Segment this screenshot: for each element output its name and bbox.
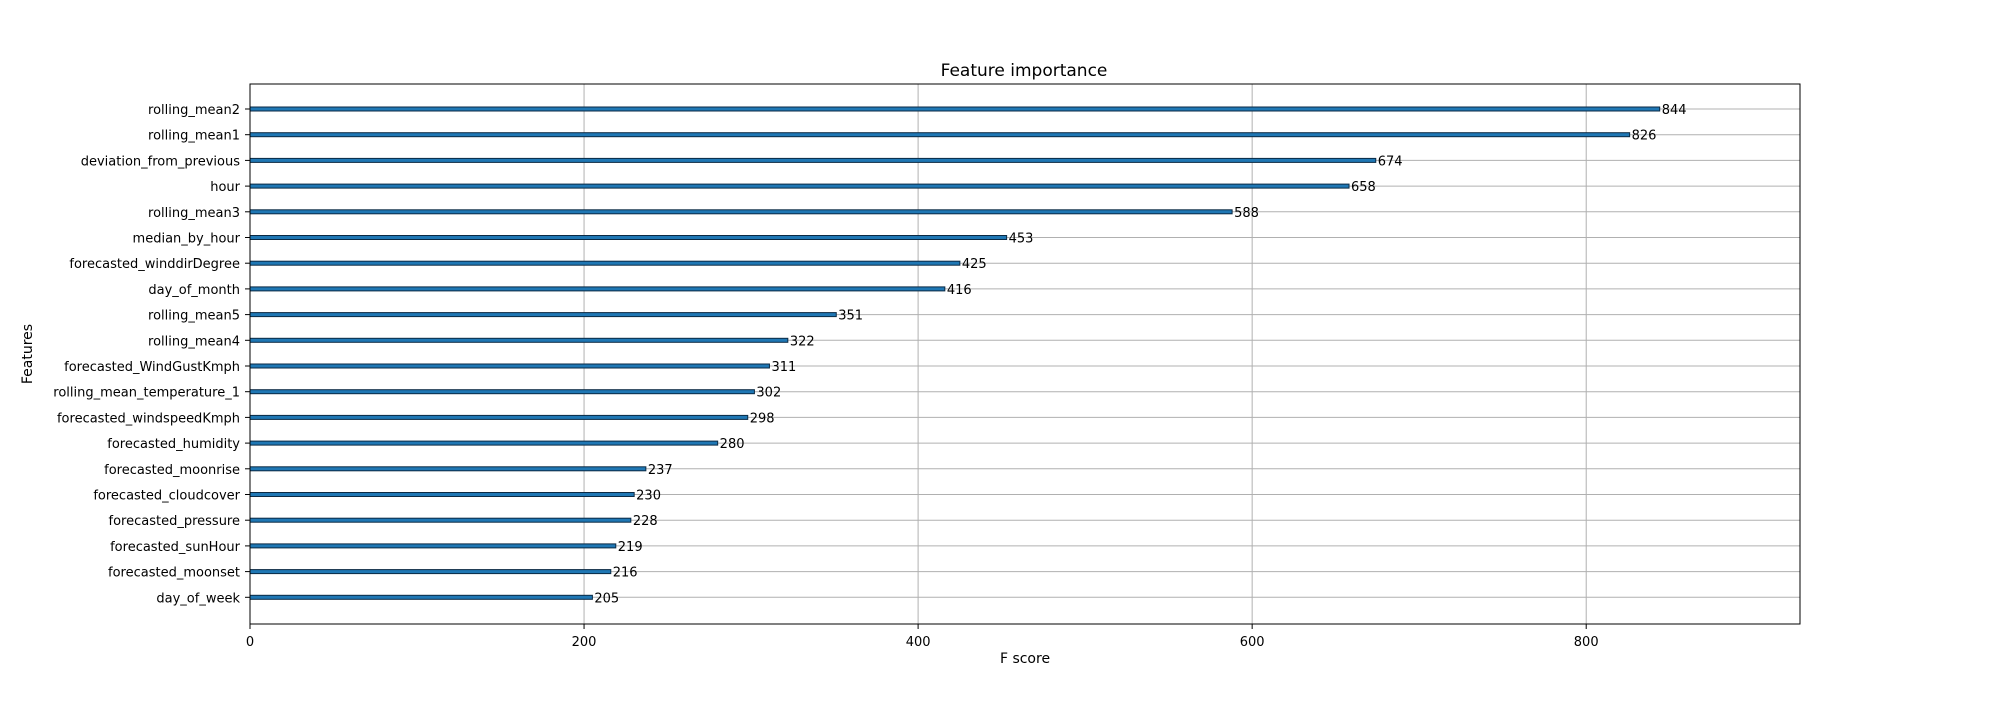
bar-rolling_mean1: [249, 132, 1631, 138]
y-tick-label: rolling_mean1: [148, 129, 240, 144]
bar-value-label: 416: [947, 283, 972, 298]
bar-forecasted_windspeedKmph: [249, 414, 749, 420]
x-axis-label: F score: [1000, 651, 1050, 667]
bar-median_by_hour: [249, 235, 1008, 240]
bar-rolling_mean5: [249, 312, 837, 318]
bar-value-label: 311: [771, 360, 796, 375]
x-tick-label: 200: [572, 635, 597, 650]
y-tick-labels: rolling_mean2 rolling_mean1 deviation_from…: [53, 103, 250, 606]
y-tick-label: forecasted_pressure: [109, 514, 240, 529]
bar-value-label: 205: [594, 591, 619, 606]
bar-rolling_mean2: [249, 106, 1661, 112]
bar-value-label: 302: [756, 386, 781, 401]
y-tick-label: deviation_from_previous: [81, 154, 240, 169]
bar-value-label: 351: [838, 309, 863, 324]
x-tick-label: 0: [246, 635, 254, 650]
y-tick-label: forecasted_winddirDegree: [69, 257, 240, 272]
y-tick-label: forecasted_humidity: [107, 437, 240, 452]
y-tick-label: forecasted_WindGustKmph: [64, 360, 240, 375]
bar-rolling_mean3: [249, 209, 1233, 215]
y-tick-label: forecasted_cloudcover: [93, 489, 240, 504]
y-tick-label: forecasted_moonrise: [104, 463, 240, 478]
bar-forecasted_cloudcover: [249, 492, 635, 497]
bar-forecasted_humidity: [249, 440, 719, 446]
y-tick-label: rolling_mean2: [148, 103, 240, 118]
y-tick-label: median_by_hour: [133, 232, 241, 247]
bar-value-label: 298: [750, 411, 775, 426]
bar-value-label: 322: [790, 334, 815, 349]
plot-frame: [249, 83, 1801, 625]
bar-value-label: 425: [962, 257, 987, 272]
y-tick-label: rolling_mean5: [148, 309, 240, 324]
bar-day_of_month: [249, 286, 946, 292]
bar-value-label: 674: [1378, 154, 1403, 169]
bar-forecasted_moonset: [249, 569, 612, 575]
bar-value-label: 219: [618, 540, 643, 555]
y-axis-label: Features: [20, 324, 36, 384]
grid-lines: [250, 84, 1800, 624]
y-tick-label: forecasted_sunHour: [110, 540, 241, 555]
y-tick-label: forecasted_moonset: [108, 566, 240, 581]
bar-value-label: 658: [1351, 180, 1376, 195]
y-tick-label: rolling_mean3: [148, 206, 240, 221]
bar-day_of_week: [249, 594, 593, 600]
bar-value-label: 216: [613, 566, 638, 581]
bar-value-label: 280: [720, 437, 745, 452]
x-tick-labels: 0 200 400 600 800: [246, 624, 1599, 650]
bar-value-label: 588: [1234, 206, 1259, 221]
bar-forecasted_WindGustKmph: [249, 363, 770, 369]
bar-value-label: 230: [636, 489, 661, 504]
x-tick-label: 600: [1240, 635, 1265, 650]
y-tick-label: day_of_week: [156, 591, 240, 606]
bar-forecasted_sunHour: [249, 543, 617, 549]
y-tick-label: rolling_mean4: [148, 334, 240, 349]
y-tick-label: rolling_mean_temperature_1: [53, 386, 240, 401]
bar-forecasted_winddirDegree: [249, 260, 961, 266]
x-tick-label: 400: [906, 635, 931, 650]
bar-forecasted_moonrise: [249, 466, 647, 472]
y-tick-label: forecasted_windspeedKmph: [57, 411, 240, 426]
bar-hour: [249, 183, 1350, 189]
bar-value-label: 826: [1632, 129, 1657, 144]
x-tick-label: 800: [1574, 635, 1599, 650]
chart-title: Feature importance: [941, 61, 1108, 81]
bar-value-label: 453: [1009, 232, 1034, 247]
bar-value-label: 228: [633, 514, 658, 529]
bar-forecasted_pressure: [249, 517, 632, 523]
bar-rolling_mean_temperature_1: [249, 389, 755, 395]
y-tick-label: day_of_month: [148, 283, 240, 298]
bar-deviation_from_previous: [249, 157, 1377, 163]
bar-value-label: 844: [1662, 103, 1687, 118]
y-tick-label: hour: [210, 180, 240, 195]
bar-rolling_mean4: [249, 337, 789, 343]
bar-value-label: 237: [648, 463, 673, 478]
